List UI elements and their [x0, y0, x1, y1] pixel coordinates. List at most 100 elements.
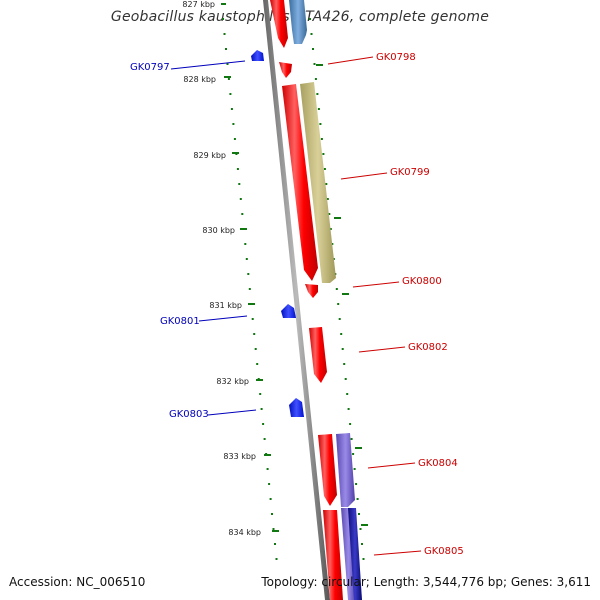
position-dot	[346, 393, 349, 395]
position-dot	[233, 138, 236, 140]
genome-summary-text: Topology: circular; Length: 3,544,776 bp…	[261, 575, 591, 589]
position-dot	[269, 498, 272, 500]
position-dot	[347, 408, 350, 410]
gene-label-gk0801[interactable]: GK0801	[160, 316, 200, 327]
scale-label: 832 kbp	[216, 377, 249, 386]
position-dot	[263, 438, 266, 440]
position-dot	[244, 243, 247, 245]
position-dot	[254, 348, 257, 350]
position-dot	[319, 123, 322, 125]
position-dot	[338, 318, 341, 320]
scale-label: 830 kbp	[202, 226, 235, 235]
position-dot	[245, 258, 248, 260]
feature-navy[interactable]	[348, 508, 362, 600]
position-dot	[362, 558, 365, 560]
position-dot	[329, 228, 332, 230]
position-dot	[317, 108, 320, 110]
position-dot	[238, 183, 241, 185]
feature-slateblue-2[interactable]	[341, 508, 356, 600]
position-dot	[358, 513, 360, 515]
cds-arrow-gk0799[interactable]	[282, 84, 318, 281]
position-dot	[266, 468, 269, 470]
position-dot	[355, 483, 358, 485]
reverse-feature-gk0803[interactable]	[289, 398, 304, 417]
scale-label: 833 kbp	[223, 452, 256, 461]
gene-label-gk0802[interactable]: GK0802	[408, 342, 448, 353]
position-dot	[260, 408, 263, 410]
scale-label: 829 kbp	[193, 151, 226, 160]
position-dot	[268, 483, 271, 485]
position-dot	[259, 393, 262, 395]
gene-label-gk0803[interactable]: GK0803	[169, 409, 209, 420]
scale-label: 834 kbp	[228, 528, 261, 537]
position-dot	[356, 498, 359, 500]
position-dot	[352, 453, 355, 455]
position-dot	[313, 63, 316, 65]
accession-text: Accession: NC_006510	[9, 575, 146, 589]
gene-label-gk0804[interactable]: GK0804	[418, 458, 458, 469]
position-dot	[340, 333, 343, 335]
cds-arrow-gk0798[interactable]	[279, 62, 292, 78]
position-dot	[229, 93, 232, 95]
feature-khaki[interactable]	[300, 82, 336, 283]
position-dot	[256, 363, 259, 365]
cds-arrow-gk0802[interactable]	[309, 327, 327, 383]
position-dot	[312, 48, 314, 50]
feature-track-annotations	[289, 0, 362, 600]
reverse-feature-gk0801[interactable]	[281, 304, 296, 318]
reverse-feature-track	[251, 50, 304, 417]
position-dot	[344, 378, 347, 380]
position-dot	[343, 363, 346, 365]
position-dot	[361, 543, 363, 545]
position-dot	[248, 288, 251, 290]
position-dot	[350, 438, 353, 440]
position-dot	[236, 168, 239, 170]
scale-labels: 827 kbp 828 kbp 829 kbp 830 kbp 831 kbp …	[182, 0, 261, 537]
position-dot	[222, 18, 224, 20]
cds-track	[270, 0, 343, 600]
position-dot	[227, 78, 230, 80]
forward-tick-track	[316, 64, 368, 526]
position-dot	[253, 333, 256, 335]
position-dot	[326, 198, 329, 200]
position-dot	[230, 108, 233, 110]
position-dot	[320, 138, 323, 140]
position-dot	[328, 213, 331, 215]
scale-label: 831 kbp	[209, 301, 242, 310]
position-dot	[275, 558, 278, 560]
cds-arrow-gk0800[interactable]	[305, 284, 318, 298]
gene-label-gk0800[interactable]: GK0800	[402, 276, 442, 287]
label-leaders	[170, 56, 422, 556]
gene-label-gk0797[interactable]: GK0797	[130, 62, 170, 73]
position-dot	[337, 303, 340, 305]
position-dot	[274, 543, 276, 545]
gene-label-gk0799[interactable]: GK0799	[390, 167, 430, 178]
scale-label: 827 kbp	[182, 0, 215, 9]
position-dot	[316, 93, 319, 95]
gene-label-gk0798[interactable]: GK0798	[376, 52, 416, 63]
scale-ticks	[221, 3, 279, 532]
genome-backbone	[263, 0, 330, 600]
position-dot	[310, 33, 313, 35]
gene-label-gk0805[interactable]: GK0805	[424, 546, 464, 557]
position-dot	[359, 528, 362, 530]
position-dot	[335, 288, 338, 290]
position-dot	[341, 348, 344, 350]
position-dot	[223, 33, 226, 35]
cds-arrow-gk0805[interactable]	[323, 510, 343, 600]
position-dot	[353, 468, 356, 470]
position-dot	[251, 318, 254, 320]
reverse-feature-gk0797[interactable]	[251, 50, 264, 61]
position-dot	[225, 48, 227, 50]
position-dot	[262, 423, 265, 425]
position-dot	[247, 273, 250, 275]
cds-arrow-gk0804[interactable]	[318, 434, 337, 506]
cds-arrow[interactable]	[270, 0, 288, 48]
feature-steelblue[interactable]	[289, 0, 307, 44]
position-dot	[349, 423, 352, 425]
feature-slateblue[interactable]	[336, 433, 355, 507]
position-dot	[322, 153, 325, 155]
position-dot	[271, 513, 273, 515]
position-dot	[239, 198, 242, 200]
